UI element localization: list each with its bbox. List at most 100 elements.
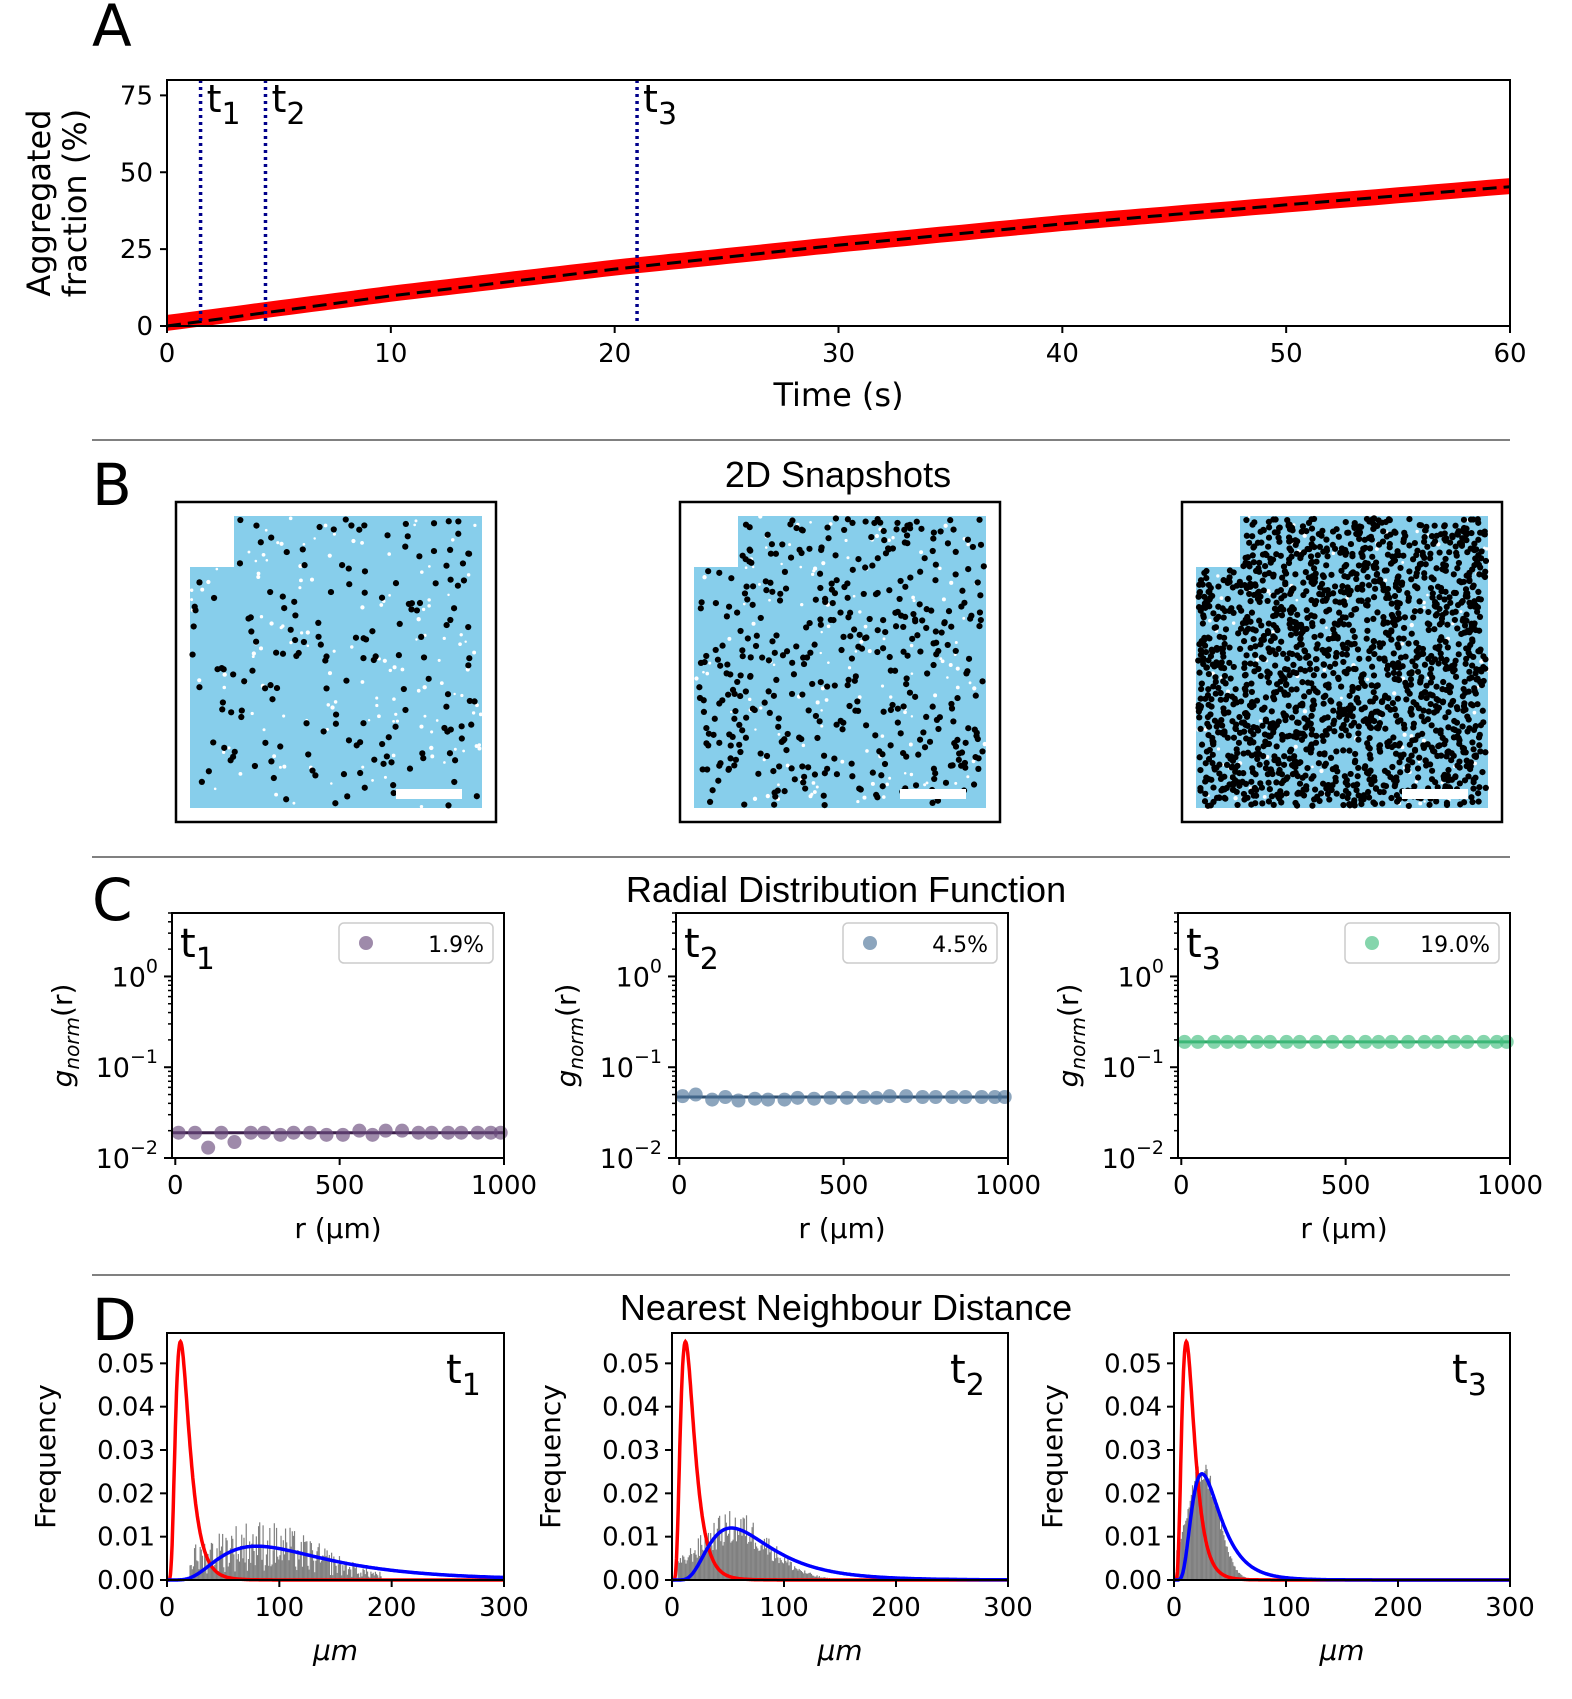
field-gap — [1255, 657, 1260, 662]
aggregated-particle — [1291, 753, 1298, 760]
aggregated-particle — [1270, 621, 1277, 629]
aggregated-particle — [944, 540, 952, 547]
aggregated-particle — [1417, 607, 1424, 615]
aggregated-particle — [1421, 570, 1428, 577]
histogram-bar — [190, 1565, 192, 1580]
rdf-point — [807, 1091, 822, 1106]
aggregated-particle — [1402, 653, 1409, 660]
aggregated-particle — [782, 585, 790, 592]
y-axis-label: gnorm(r) — [46, 984, 84, 1088]
aggregated-particle — [1425, 608, 1432, 616]
rdf-legend: 19.0% — [1344, 922, 1500, 964]
histogram-bar — [216, 1548, 218, 1580]
aggregated-particle — [1349, 713, 1356, 720]
label-knockout — [179, 505, 234, 567]
aggregated-particle — [1202, 790, 1209, 797]
field-gap — [392, 665, 397, 670]
aggregated-particle — [705, 742, 712, 749]
aggregated-particle — [743, 583, 750, 590]
aggregated-particle — [1331, 620, 1338, 627]
aggregated-particle — [887, 742, 894, 749]
aggregated-particle — [1299, 700, 1306, 707]
aggregated-particle — [1323, 731, 1330, 738]
histogram-bar — [734, 1517, 736, 1580]
histogram-bar — [309, 1541, 311, 1580]
aggregated-particle — [454, 582, 462, 589]
field-gap — [949, 580, 954, 585]
field-gap — [821, 561, 826, 566]
field-gap — [788, 543, 792, 547]
aggregated-particle — [1299, 774, 1306, 781]
aggregated-particle — [1439, 699, 1446, 706]
aggregated-particle — [1220, 577, 1227, 584]
histogram-bar — [305, 1541, 307, 1580]
aggregated-particle — [1396, 740, 1403, 747]
aggregated-particle — [1209, 751, 1216, 758]
histogram-bar — [277, 1556, 279, 1580]
histogram-bar — [747, 1543, 749, 1580]
aggregated-particle — [1205, 723, 1213, 730]
field-gap — [422, 685, 427, 690]
aggregated-particle — [1359, 672, 1366, 679]
aggregated-particle — [977, 592, 984, 599]
aggregated-particle — [1423, 762, 1430, 769]
aggregated-particle — [699, 766, 706, 773]
aggregated-particle — [400, 685, 407, 693]
field-gap — [383, 775, 387, 779]
aggregated-particle — [1336, 609, 1343, 616]
aggregated-particle — [1407, 676, 1415, 683]
histogram-bar — [193, 1548, 196, 1580]
aggregated-particle — [1408, 576, 1415, 583]
histogram-bar — [251, 1543, 253, 1580]
field-gap — [696, 544, 700, 549]
field-gap — [414, 519, 418, 523]
histogram-bar — [705, 1551, 707, 1580]
aggregated-particle — [357, 739, 364, 746]
aggregated-particle — [1480, 572, 1487, 579]
aggregated-particle — [1356, 535, 1363, 543]
field-gap — [189, 543, 194, 549]
aggregated-particle — [1403, 696, 1410, 703]
field-gap — [908, 742, 913, 747]
aggregated-particle — [1365, 744, 1372, 751]
aggregated-particle — [789, 659, 796, 666]
aggregated-particle — [1341, 706, 1348, 713]
aggregated-particle — [1342, 518, 1349, 526]
field-gap — [299, 578, 303, 583]
aggregated-particle — [696, 684, 703, 691]
aggregated-particle — [1402, 679, 1409, 686]
aggregated-particle — [1364, 560, 1371, 567]
aggregated-particle — [880, 527, 887, 535]
aggregated-particle — [703, 652, 710, 660]
aggregated-particle — [924, 670, 931, 677]
aggregated-particle — [696, 694, 704, 702]
aggregated-particle — [800, 660, 808, 668]
aggregated-particle — [830, 617, 837, 624]
histogram-bar — [254, 1565, 256, 1580]
aggregated-particle — [1351, 633, 1358, 641]
field-gap — [477, 746, 482, 751]
histogram-bar — [375, 1573, 378, 1580]
field-gap — [971, 759, 976, 764]
aggregated-particle — [771, 649, 778, 656]
rdf-point — [470, 1125, 485, 1140]
aggregated-particle — [1309, 802, 1316, 809]
aggregated-particle — [332, 800, 339, 807]
aggregated-particle — [237, 516, 244, 524]
aggregated-particle — [811, 641, 818, 648]
aggregated-particle — [840, 633, 847, 640]
field-gap — [475, 703, 479, 708]
aggregated-particle — [1436, 594, 1443, 601]
aggregated-particle — [465, 623, 472, 631]
aggregated-particle — [1286, 545, 1293, 552]
aggregated-particle — [1455, 651, 1462, 658]
aggregated-particle — [1359, 553, 1366, 560]
field-gap — [215, 567, 219, 571]
histogram-bar — [1234, 1566, 1236, 1580]
aggregated-particle — [1226, 567, 1234, 574]
aggregated-particle — [1281, 592, 1288, 599]
aggregated-particle — [1478, 555, 1485, 562]
histogram-bar — [314, 1572, 316, 1580]
aggregated-particle — [1294, 652, 1301, 659]
legend-marker — [1365, 936, 1379, 950]
